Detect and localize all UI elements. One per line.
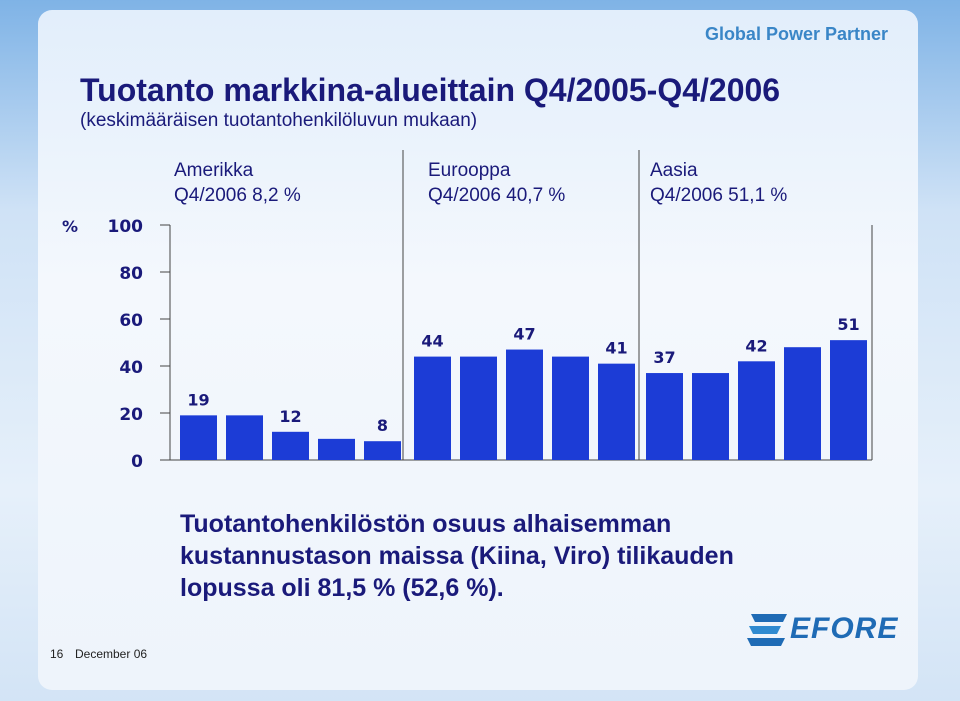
bar (364, 441, 401, 460)
page-subtitle: (keskimääräisen tuotantohenkilöluvun muk… (80, 110, 478, 131)
region-label-eurooppa: Eurooppa Q4/2006 40,7 % (428, 158, 565, 208)
data-label: 37 (653, 348, 675, 367)
bar (692, 373, 729, 460)
y-tick-label: 20 (119, 405, 143, 425)
efore-logo-icon (747, 614, 787, 646)
page-number: 16 (50, 647, 64, 661)
bar (318, 438, 355, 460)
region-name: Eurooppa (428, 160, 511, 181)
region-label-aasia: Aasia Q4/2006 51,1 % (650, 158, 787, 208)
brand-text: Global Power Partner (704, 24, 888, 44)
y-tick-label: 0 (131, 452, 143, 472)
data-label: 44 (421, 332, 443, 351)
footer-date: December 06 (75, 647, 148, 661)
note-line-2: kustannustason maissa (Kiina, Viro) tili… (180, 542, 734, 570)
y-tick-label: 40 (119, 358, 143, 378)
note-text: Tuotantohenkilöstön osuus alhaisemman ku… (180, 508, 734, 604)
slide-panel (38, 10, 918, 690)
bar (460, 356, 497, 460)
bar (272, 431, 309, 460)
note-line-1: Tuotantohenkilöstön osuus alhaisemman (180, 510, 672, 538)
region-name: Amerikka (174, 160, 254, 181)
region-label-amerikka: Amerikka Q4/2006 8,2 % (174, 158, 301, 208)
bar (414, 356, 451, 460)
region-detail: Q4/2006 8,2 % (174, 185, 301, 206)
data-label: 8 (377, 416, 388, 435)
bar (830, 340, 867, 460)
bar (226, 415, 263, 460)
bar (598, 363, 635, 460)
y-tick-label: 80 (119, 264, 143, 284)
page-title: Tuotanto markkina-alueittain Q4/2005-Q4/… (80, 72, 781, 108)
region-detail: Q4/2006 51,1 % (650, 185, 788, 206)
bar (180, 415, 217, 460)
bar (646, 373, 683, 460)
note-line-3: lopussa oli 81,5 % (52,6 %). (180, 574, 504, 602)
data-label: 47 (513, 325, 535, 344)
bar (784, 347, 821, 460)
data-label: 12 (279, 407, 301, 426)
data-label: 51 (837, 315, 859, 334)
bar (552, 356, 589, 460)
bar (506, 349, 543, 460)
data-label: 41 (605, 339, 627, 358)
data-label: 19 (187, 390, 209, 409)
region-detail: Q4/2006 40,7 % (428, 185, 566, 206)
region-name: Aasia (650, 160, 698, 181)
y-axis-label: % (62, 217, 78, 236)
data-label: 42 (745, 336, 767, 355)
y-tick-label: 60 (119, 311, 143, 331)
bar (738, 361, 775, 460)
y-tick-label: 100 (108, 217, 144, 237)
logo-text: EFORE (790, 612, 899, 645)
